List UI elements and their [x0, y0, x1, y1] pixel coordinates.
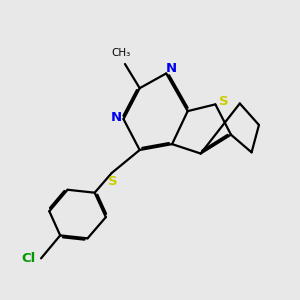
- Text: CH₃: CH₃: [112, 47, 131, 58]
- Text: N: N: [166, 61, 177, 75]
- Text: S: S: [108, 175, 118, 188]
- Text: Cl: Cl: [22, 252, 36, 265]
- Text: N: N: [111, 111, 122, 124]
- Text: S: S: [219, 95, 229, 108]
